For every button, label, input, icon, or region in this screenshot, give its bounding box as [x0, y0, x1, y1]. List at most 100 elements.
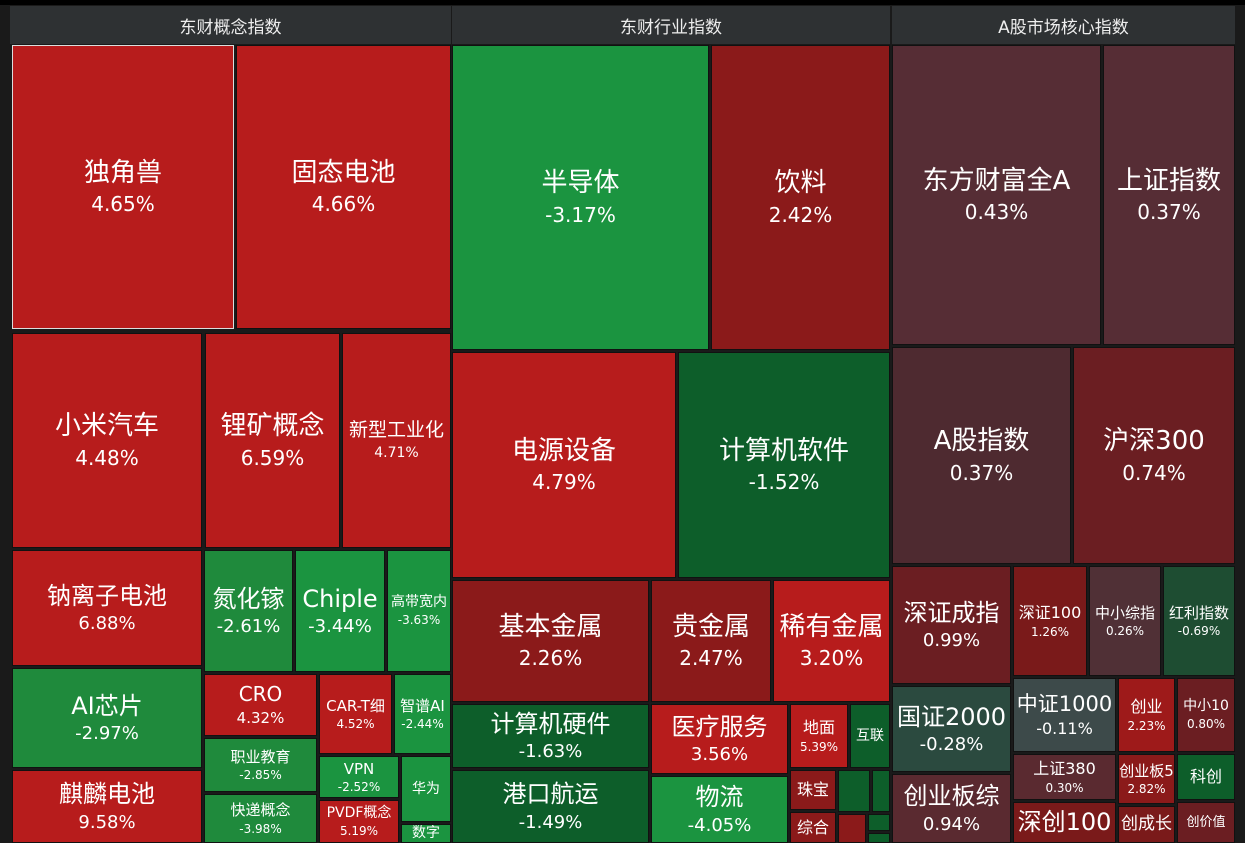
tile-label: 氮化镓 [212, 584, 285, 613]
tile-change: -3.17% [545, 202, 616, 227]
blank-tile [838, 814, 866, 843]
tile: 创业板5 2.82% [1118, 754, 1175, 804]
tile-label: 创成长 [1121, 814, 1172, 835]
tile-change: 6.59% [240, 445, 305, 470]
tile: 东方财富全A 0.43% [892, 45, 1101, 345]
panel-header: 东财行业指数 [452, 6, 890, 44]
tile-change: 6.88% [78, 613, 136, 635]
tile: 职业教育 -2.85% [204, 738, 317, 792]
tile-label: AI芯片 [71, 691, 143, 720]
tile: 独角兽 4.65% [12, 45, 234, 329]
tile: A股指数 0.37% [892, 347, 1071, 564]
tile-change: 0.26% [1105, 624, 1145, 639]
tile-change: -2.44% [401, 717, 444, 732]
tile-change: 1.26% [1030, 624, 1070, 639]
tile-label: 锂矿概念 [220, 411, 325, 442]
tile-change: -1.52% [748, 470, 820, 495]
tile-label: 稀有金属 [779, 611, 884, 642]
tile-label: 医疗服务 [671, 712, 768, 741]
tile-label: 国证2000 [896, 702, 1007, 731]
tile: 中小综指 0.26% [1089, 566, 1161, 676]
blank-tile [872, 770, 890, 812]
tile: 上证指数 0.37% [1103, 45, 1235, 345]
tile-label: 物流 [695, 783, 744, 812]
tile: 珠宝 [790, 770, 836, 810]
tile: 智谱AI -2.44% [394, 674, 451, 754]
tile: 华为 [401, 756, 451, 822]
tile-label: 小米汽车 [54, 411, 159, 442]
tile-label: 港口航运 [502, 780, 599, 809]
tile-label: 基本金属 [498, 611, 603, 642]
tile-label: 计算机硬件 [490, 709, 611, 738]
tile-change: 2.42% [768, 202, 833, 227]
tile-change: 0.37% [1137, 200, 1201, 225]
tile: 物流 -4.05% [651, 776, 788, 843]
tile-change: 4.71% [374, 444, 419, 461]
tile-label: 高带宽内 [391, 594, 447, 611]
tile-change: 0.94% [922, 813, 981, 835]
tile-label: 深证成指 [903, 598, 1000, 627]
tile-change: 3.20% [799, 646, 864, 671]
blank-tile [868, 833, 890, 843]
tile-change: 2.47% [679, 646, 743, 671]
tile: CRO 4.32% [204, 674, 317, 736]
tile-change: -3.63% [397, 613, 441, 628]
tile: 基本金属 2.26% [452, 580, 649, 702]
tile-label: 麒麟电池 [59, 780, 155, 809]
tile: Chiple -3.44% [295, 550, 385, 672]
tile: AI芯片 -2.97% [12, 668, 202, 768]
tile: 创业板综 0.94% [892, 774, 1011, 843]
tile-label: 上证指数 [1116, 165, 1221, 196]
tile: 上证380 0.30% [1013, 754, 1116, 800]
tile-label: CRO [238, 682, 283, 707]
tile-label: VPN [343, 759, 375, 778]
tile-label: 新型工业化 [348, 419, 444, 442]
tile-label: PVDF概念 [326, 804, 392, 821]
tile-change: 0.37% [949, 460, 1014, 485]
tile-label: 中小10 [1183, 698, 1229, 715]
tile: 科创 [1177, 754, 1235, 800]
tile-change: 0.43% [964, 200, 1029, 225]
tile-label: 快递概念 [230, 801, 291, 820]
tile: 深创100 [1013, 802, 1116, 843]
tile: 稀有金属 3.20% [773, 580, 890, 702]
tile-label: 互联 [856, 727, 884, 744]
tile: 电源设备 4.79% [452, 352, 676, 578]
tile: 计算机硬件 -1.63% [452, 704, 649, 768]
tile-label: 贵金属 [671, 611, 750, 642]
panel-header: A股市场核心指数 [892, 6, 1235, 44]
tile: 数字 [401, 824, 451, 843]
tile-change: 4.66% [311, 192, 376, 217]
tile: 固态电池 4.66% [236, 45, 451, 329]
tile: 综合 [790, 812, 836, 843]
tile-change: -2.97% [75, 723, 139, 745]
tile-change: -0.28% [919, 734, 984, 756]
tile-change: 3.56% [690, 744, 749, 766]
tile-label: 钠离子电池 [47, 581, 167, 610]
tile: 钠离子电池 6.88% [12, 550, 202, 666]
tile-change: 0.80% [1186, 717, 1226, 732]
tile-label: 红利指数 [1168, 603, 1229, 622]
tile-change: -2.85% [239, 768, 282, 783]
tile-change: 2.23% [1127, 718, 1166, 733]
tile-change: 4.52% [336, 717, 375, 732]
top-strip [0, 0, 1245, 5]
tile-label: 智谱AI [400, 696, 445, 715]
tile-label: Chiple [302, 584, 378, 613]
tile-change: 0.30% [1045, 780, 1084, 795]
tile-change: 4.32% [236, 709, 285, 728]
tile-change: -1.63% [518, 741, 583, 763]
tile: VPN -2.52% [319, 756, 399, 798]
tile-label: 地面 [802, 718, 835, 738]
tile: CAR-T细 4.52% [319, 674, 392, 754]
tile-label: 上证380 [1033, 759, 1096, 779]
tile-label: 数字 [412, 825, 440, 842]
tile: 高带宽内 -3.63% [387, 550, 451, 672]
tile-change: 9.58% [78, 811, 136, 833]
blank-tile [868, 814, 890, 831]
tile-label: 沪深300 [1103, 426, 1205, 457]
tile: 锂矿概念 6.59% [205, 333, 340, 548]
tile-change: 2.26% [518, 646, 583, 671]
tile: 深证100 1.26% [1013, 566, 1087, 676]
tile: 半导体 -3.17% [452, 45, 709, 350]
